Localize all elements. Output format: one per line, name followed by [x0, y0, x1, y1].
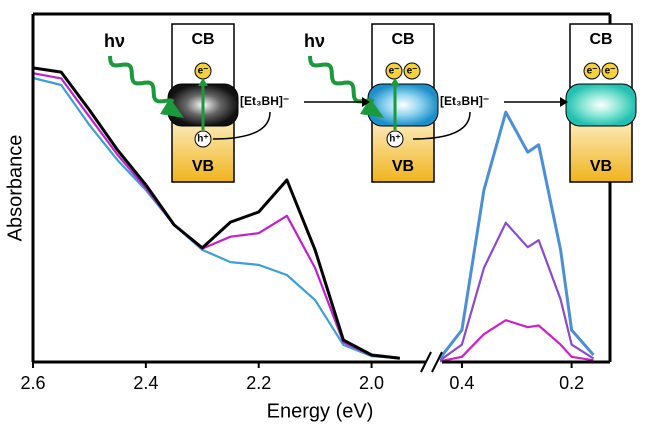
- photon-arrowhead: [160, 98, 184, 118]
- spectrum-line: [439, 221, 595, 362]
- spectrum-line: [438, 110, 595, 360]
- cb-label: CB: [191, 31, 214, 48]
- x-axis-label: Energy (eV): [267, 400, 374, 422]
- photon-label: hν: [304, 31, 325, 51]
- vb-label: VB: [192, 158, 214, 175]
- reaction-arrowhead: [560, 97, 568, 107]
- electron: [385, 62, 403, 80]
- x-tick-label: 2.0: [359, 373, 384, 393]
- x-tick-label: 2.2: [246, 373, 271, 393]
- photon-wave: [308, 55, 375, 104]
- vb-label: VB: [590, 158, 612, 175]
- excitation-arrowhead: [390, 78, 400, 86]
- vb-label: VB: [392, 158, 414, 175]
- excitation-arrowhead: [198, 78, 208, 86]
- hole: [386, 130, 404, 148]
- x-tick-label: 2.4: [133, 373, 158, 393]
- reaction-arrowhead: [362, 97, 370, 107]
- band-gap-state: [565, 83, 637, 127]
- axis-break: [431, 351, 443, 373]
- band-gap-state: [367, 83, 439, 127]
- photon-wave: [108, 55, 175, 104]
- electron: [403, 62, 421, 80]
- electron-label: e⁻: [198, 66, 209, 77]
- photon-arrowhead: [360, 98, 384, 118]
- hole-label: h⁺: [389, 134, 400, 145]
- y-axis-label: Absorbance: [4, 135, 26, 242]
- electron-label: e⁻: [389, 66, 400, 77]
- hole: [194, 130, 212, 148]
- spectrum-line: [439, 319, 594, 363]
- hole-transfer-arrow: [212, 111, 271, 140]
- x-tick-label: 0.2: [559, 373, 584, 393]
- x-tick-label: 0.4: [449, 373, 474, 393]
- photon-label: hν: [104, 31, 125, 51]
- electron-label: e⁻: [407, 66, 418, 77]
- electron: [583, 62, 601, 80]
- x-tick-label: 2.6: [20, 373, 45, 393]
- electron-label: e⁻: [605, 66, 616, 77]
- cb-label: CB: [391, 31, 414, 48]
- reagent-label: [Et₃BH]⁻: [440, 94, 489, 108]
- electron: [601, 62, 619, 80]
- reagent-label: [Et₃BH]⁻: [240, 94, 289, 108]
- spectrum-line: [32, 66, 400, 360]
- hole-label: h⁺: [197, 134, 208, 145]
- hole-transfer-arrow: [412, 111, 471, 140]
- cb-label: CB: [589, 31, 612, 48]
- spectrum-line: [32, 76, 400, 360]
- axis-break: [420, 351, 432, 373]
- electron-label: e⁻: [587, 66, 598, 77]
